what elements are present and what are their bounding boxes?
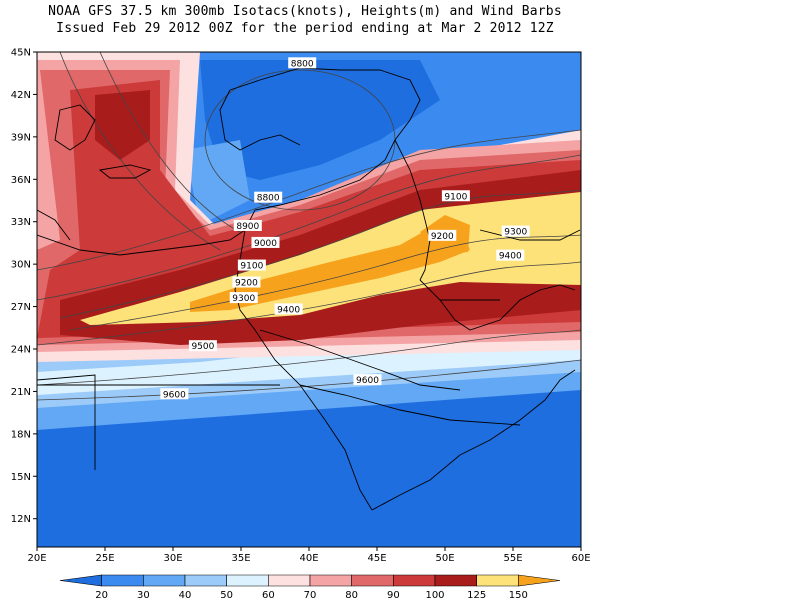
contour-label: 9600	[356, 376, 379, 386]
contour-label-box	[251, 236, 280, 248]
colorbar-label: 125	[467, 590, 486, 600]
colorbar-label: 50	[220, 590, 233, 600]
colorbar-swatch	[268, 574, 311, 587]
lon-label: 60E	[571, 553, 590, 564]
contour-label: 8800	[257, 194, 280, 204]
lat-label: 39N	[11, 132, 31, 143]
contour-label: 9600	[163, 390, 186, 400]
lon-label: 20E	[27, 553, 46, 564]
lat-label: 42N	[11, 90, 31, 101]
contour-label-box	[232, 276, 261, 288]
contour-label-box	[501, 225, 530, 237]
height-contour-labels: 8800 8800 8900 9000 9100 9200 9300 9400 9500 9600…	[160, 57, 530, 400]
colorbar-swatch	[434, 574, 477, 587]
lat-label: 30N	[11, 260, 31, 271]
lon-label: 40E	[299, 553, 318, 564]
colorbar-swatch	[184, 574, 227, 587]
lon-label: 50E	[435, 553, 454, 564]
isotach-colorbar: 20 30 40 50 60 70 80 90 100 125 150	[59, 574, 561, 600]
colorbar-swatch	[59, 574, 102, 587]
lat-label: 45N	[11, 48, 31, 59]
lon-label: 45E	[367, 553, 386, 564]
contour-label-box	[441, 190, 470, 202]
lat-label: 36N	[11, 175, 31, 186]
colorbar-label: 80	[345, 590, 358, 600]
colorbar-label: 40	[179, 590, 192, 600]
contour-label: 8800	[291, 59, 314, 69]
contour-label: 9100	[444, 192, 467, 202]
colorbar-swatch	[101, 574, 144, 587]
map-title: NOAA GFS 37.5 km 300mb Isotacs(knots), H…	[48, 4, 562, 19]
contour-label: 9400	[277, 305, 300, 315]
lat-label: 27N	[11, 302, 31, 313]
contour-label: 8900	[236, 222, 259, 232]
contour-label-box	[353, 374, 382, 386]
colorbar-swatch	[351, 574, 394, 587]
lat-label: 15N	[11, 472, 31, 483]
lat-label: 12N	[11, 514, 31, 525]
lon-label: 25E	[95, 553, 114, 564]
colorbar-swatch	[226, 574, 269, 587]
colorbar-label: 30	[137, 590, 150, 600]
map-subtitle: Issued Feb 29 2012 00Z for the period en…	[56, 21, 554, 36]
colorbar-label: 20	[95, 590, 108, 600]
lon-label: 55E	[503, 553, 522, 564]
lon-label: 35E	[231, 553, 250, 564]
colorbar-label: 150	[509, 590, 528, 600]
contour-label: 9300	[232, 294, 255, 304]
lat-label: 21N	[11, 387, 31, 398]
contour-label: 9000	[254, 239, 277, 249]
colorbar-swatch	[393, 574, 436, 587]
contour-label-box	[274, 303, 303, 315]
contour-label: 9200	[431, 232, 454, 242]
lat-label: 18N	[11, 429, 31, 440]
contour-label-box	[188, 340, 217, 352]
contour-label-box	[237, 259, 266, 271]
colorbar-swatch	[309, 574, 352, 587]
lat-label: 33N	[11, 217, 31, 228]
contour-label-box	[496, 249, 525, 261]
lat-label: 24N	[11, 345, 31, 356]
colorbar-label: 60	[262, 590, 275, 600]
map-axes: 12N 15N 18N 21N 24N 27N 30N 33N 36N 39N 42N 45N 20E 2…	[11, 48, 591, 565]
colorbar-swatch	[518, 574, 561, 587]
contour-label-box	[160, 388, 189, 400]
colorbar-swatch	[143, 574, 186, 587]
colorbar-label: 90	[387, 590, 400, 600]
contour-label: 9200	[235, 279, 258, 289]
colorbar-label: 70	[304, 590, 317, 600]
contour-label: 9500	[191, 342, 214, 352]
lon-label: 30E	[163, 553, 182, 564]
contour-label-box	[229, 292, 258, 304]
isotach-field	[37, 52, 581, 547]
contour-label: 9400	[499, 252, 522, 262]
contour-label: 9100	[240, 262, 263, 272]
contour-label-box	[254, 191, 283, 203]
contour-label-box	[428, 229, 457, 241]
contour-label: 9300	[504, 228, 527, 238]
colorbar-label: 100	[425, 590, 444, 600]
colorbar-swatch	[476, 574, 519, 587]
contour-label-box	[233, 219, 262, 231]
contour-label-box	[288, 57, 317, 69]
